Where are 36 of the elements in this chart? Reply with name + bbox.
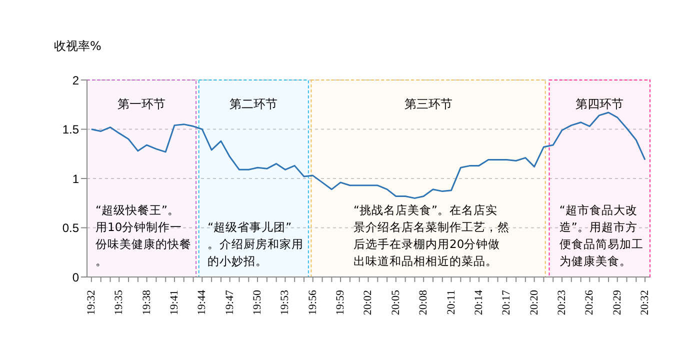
x-tick-label: 20:11 bbox=[445, 290, 458, 315]
band-label: 第一环节 bbox=[118, 97, 166, 111]
line-series bbox=[90, 112, 646, 199]
x-tick-label: 20:14 bbox=[472, 290, 485, 316]
x-tick-label: 19:32 bbox=[85, 290, 98, 316]
y-tick-label: 0 bbox=[72, 270, 80, 284]
band-label: 第二环节 bbox=[230, 97, 278, 111]
x-tick-label: 19:44 bbox=[196, 290, 208, 316]
x-tick-label: 19:41 bbox=[168, 290, 180, 316]
x-tick-label: 20:02 bbox=[362, 290, 374, 316]
x-tick-label: 20:23 bbox=[556, 290, 568, 316]
x-tick-label: 19:50 bbox=[252, 290, 264, 316]
x-tick-label: 20:32 bbox=[639, 290, 652, 316]
y-tick-label: 2 bbox=[72, 73, 80, 88]
x-tick-label: 20:20 bbox=[528, 290, 540, 316]
x-tick-label: 20:05 bbox=[390, 290, 402, 316]
x-tick-label: 20:29 bbox=[611, 290, 624, 316]
band-label: 第三环节 bbox=[404, 97, 452, 111]
x-tick-label: 19:53 bbox=[279, 290, 292, 316]
x-tick-label: 19:59 bbox=[334, 290, 347, 316]
x-tick-label: 19:47 bbox=[224, 290, 236, 316]
x-tick-label: 20:26 bbox=[584, 290, 596, 316]
annotation: “超级快餐王”。用10分钟制作一份味美健康的快餐。 bbox=[96, 203, 192, 268]
annotation: “超市食品大改造”。用超市方便食品简易加工为健康美食。 bbox=[559, 203, 644, 268]
x-tick-label: 19:38 bbox=[140, 290, 153, 316]
y-tick-label: 1 bbox=[72, 172, 80, 186]
y-tick-label: 1.5 bbox=[62, 122, 80, 137]
x-tick-label: 20:08 bbox=[418, 290, 430, 316]
x-tick-label: 20:17 bbox=[500, 290, 513, 316]
y-axis-title: 收视率% bbox=[54, 38, 102, 55]
x-tick-label: 19:35 bbox=[113, 290, 126, 316]
annotation: “挑战名店美食”。在名店实景介绍名店名菜制作工艺，然后选手在录棚内用20分钟做出味道和品相相近的菜品。 bbox=[354, 203, 510, 268]
x-tick-label: 19:56 bbox=[306, 290, 319, 316]
annotation: “超级省事儿团”。介绍厨房和家用的小妙招。 bbox=[208, 220, 304, 268]
y-tick-label: 0.5 bbox=[62, 221, 80, 236]
band-label: 第四环节 bbox=[576, 97, 624, 111]
